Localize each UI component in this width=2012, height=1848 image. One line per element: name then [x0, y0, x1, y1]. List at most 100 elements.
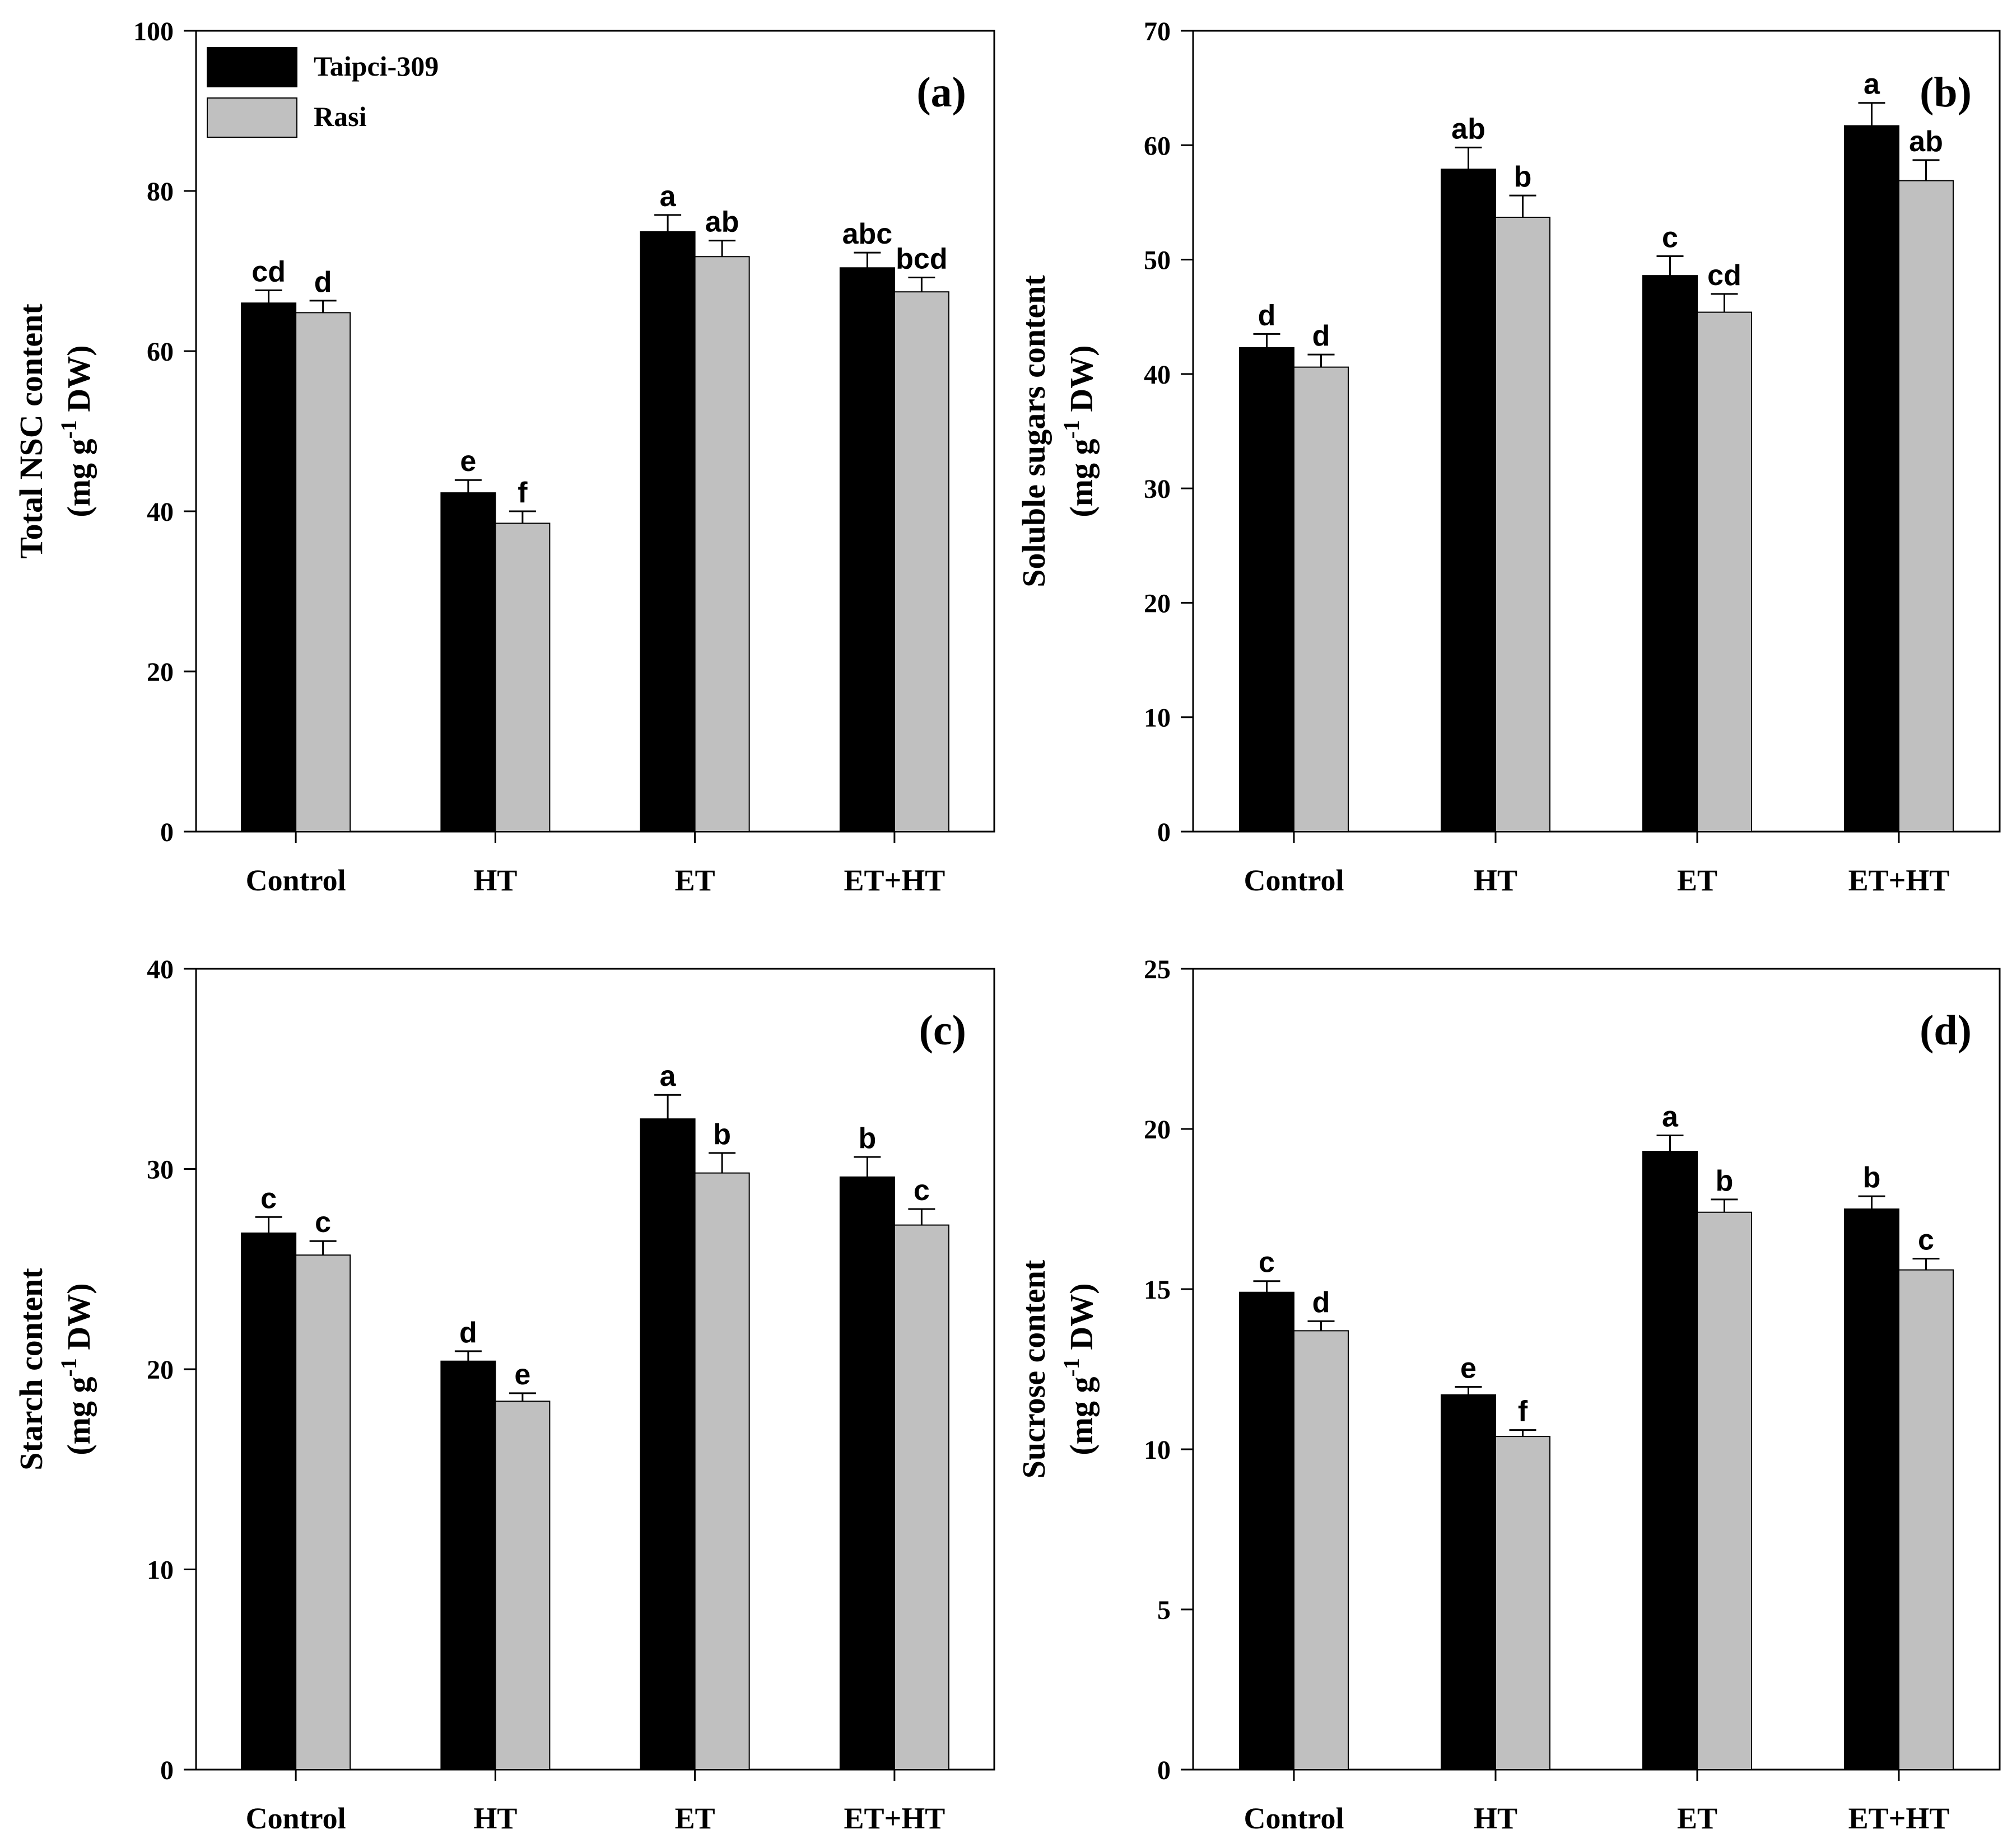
bar-rasi — [1697, 311, 1752, 832]
y-axis-unit: (mg g-1 DW) — [56, 1283, 97, 1455]
x-category-label: HT — [1474, 1802, 1517, 1835]
significance-label: cd — [1707, 259, 1741, 292]
x-category-label: HT — [473, 1802, 517, 1835]
x-category-label: Control — [1243, 1802, 1344, 1835]
y-tick-label: 70 — [1144, 17, 1171, 46]
chart-panel-a: 0 20 40 60 80 100 Control cd d HT e f ET aab ET+HT abcb… — [13, 17, 995, 897]
y-axis-title: Starch content — [13, 1268, 49, 1471]
bar-taipci-309 — [640, 231, 696, 832]
significance-label: f — [1518, 1396, 1528, 1428]
x-category-label: ET — [1677, 864, 1717, 897]
bar-rasi — [495, 522, 551, 832]
significance-label: a — [660, 180, 677, 213]
y-tick-label: 10 — [1144, 1435, 1171, 1465]
significance-label: b — [1863, 1161, 1881, 1194]
bar-rasi — [295, 1254, 351, 1771]
legend-swatch-taipci-309 — [207, 47, 297, 87]
significance-label: a — [1662, 1100, 1679, 1133]
y-tick-label: 20 — [147, 657, 174, 687]
y-axis-title: Soluble sugars content — [1016, 275, 1052, 587]
y-axis-unit: (mg g-1 DW) — [1059, 1283, 1100, 1455]
significance-label: ab — [1909, 125, 1943, 158]
y-tick-label: 30 — [147, 1155, 174, 1185]
chart-panel-d: 0 5 10 15 20 25 Control c d HT e f ET a b ET+HT b c (d) Suc… — [1016, 955, 2001, 1835]
x-category-label: HT — [473, 864, 517, 897]
x-category-label: Control — [1243, 864, 1344, 897]
bar-rasi — [495, 1401, 551, 1770]
bar-taipci-309 — [241, 302, 297, 832]
panel-label: (c) — [919, 1007, 966, 1054]
panel-label: (b) — [1920, 69, 1972, 116]
bar-rasi — [694, 1172, 750, 1770]
bar-taipci-309 — [241, 1232, 297, 1770]
x-category-label: ET+HT — [844, 864, 945, 897]
bar-rasi — [893, 291, 949, 832]
significance-label: a — [660, 1060, 677, 1093]
bar-taipci-309 — [1441, 169, 1496, 833]
bar-taipci-309 — [440, 492, 496, 832]
y-tick-label: 20 — [1144, 1115, 1171, 1145]
significance-label: bcd — [896, 242, 947, 275]
significance-label: e — [1460, 1352, 1477, 1384]
bar-taipci-309 — [440, 1360, 496, 1770]
x-category-label: Control — [246, 1802, 346, 1835]
significance-label: c — [1259, 1247, 1275, 1279]
x-category-label: Control — [246, 864, 346, 897]
bar-taipci-309 — [1642, 1151, 1698, 1770]
chart-panel-b: 010203040506070ControlddHTabbETccdET+HTa… — [1016, 17, 2001, 897]
y-tick-label: 40 — [147, 955, 174, 984]
chart-panel-c: 0 10 20 30 40 Control c c HT d e ET a b ET+HT b c (c) Star… — [13, 955, 995, 1835]
y-tick-label: 50 — [1144, 246, 1171, 276]
significance-label: ab — [1451, 113, 1485, 145]
panel-label: (d) — [1920, 1007, 1972, 1054]
y-tick-label: 60 — [1144, 131, 1171, 161]
legend-swatch-rasi — [207, 97, 297, 138]
significance-label: d — [314, 266, 332, 298]
bar-taipci-309 — [1642, 275, 1698, 832]
y-tick-label: 80 — [147, 177, 174, 207]
significance-label: c — [1662, 221, 1678, 254]
significance-label: d — [1312, 1286, 1330, 1319]
y-tick-label: 10 — [1144, 703, 1171, 733]
significance-label: c — [1918, 1224, 1934, 1257]
bar-rasi — [1293, 366, 1349, 832]
y-tick-label: 25 — [1144, 955, 1171, 984]
bar-rasi — [1697, 1211, 1752, 1770]
bar-taipci-309 — [640, 1118, 696, 1770]
plot-frame — [1192, 968, 2001, 1771]
significance-label: c — [260, 1182, 277, 1215]
significance-label: d — [1258, 299, 1276, 332]
significance-label: c — [315, 1206, 331, 1239]
y-tick-label: 20 — [147, 1355, 174, 1385]
y-tick-label: 5 — [1157, 1595, 1171, 1625]
bar-taipci-309 — [1239, 347, 1294, 832]
plot-frame — [1192, 30, 2001, 833]
y-axis-unit: (mg g-1 DW) — [56, 345, 97, 517]
x-category-label: ET — [1677, 1802, 1717, 1835]
bar-taipci-309 — [1239, 1291, 1294, 1770]
bar-rasi — [1293, 1330, 1349, 1771]
bar-rasi — [893, 1224, 949, 1771]
significance-label: a — [1864, 68, 1880, 101]
bar-rasi — [1495, 1436, 1550, 1771]
panel-label: (a) — [916, 69, 966, 116]
y-tick-label: 0 — [1157, 1756, 1171, 1785]
x-category-label: ET — [675, 1802, 715, 1835]
significance-label: d — [1312, 320, 1330, 352]
y-axis-title: Sucrose content — [1016, 1259, 1052, 1478]
y-tick-label: 20 — [1144, 589, 1171, 618]
y-axis-unit: (mg g-1 DW) — [1059, 345, 1100, 517]
y-tick-label: 30 — [1144, 474, 1171, 504]
significance-label: d — [459, 1317, 477, 1349]
significance-label: ab — [705, 206, 739, 239]
y-tick-label: 0 — [160, 818, 174, 847]
bar-rasi — [1495, 216, 1550, 832]
legend-label-rasi: Rasi — [314, 101, 367, 132]
significance-label: b — [1716, 1165, 1734, 1197]
y-tick-label: 10 — [147, 1556, 174, 1585]
y-tick-label: 40 — [147, 497, 174, 527]
y-tick-label: 40 — [1144, 360, 1171, 390]
y-tick-label: 0 — [1157, 818, 1171, 847]
bar-taipci-309 — [1441, 1394, 1496, 1770]
